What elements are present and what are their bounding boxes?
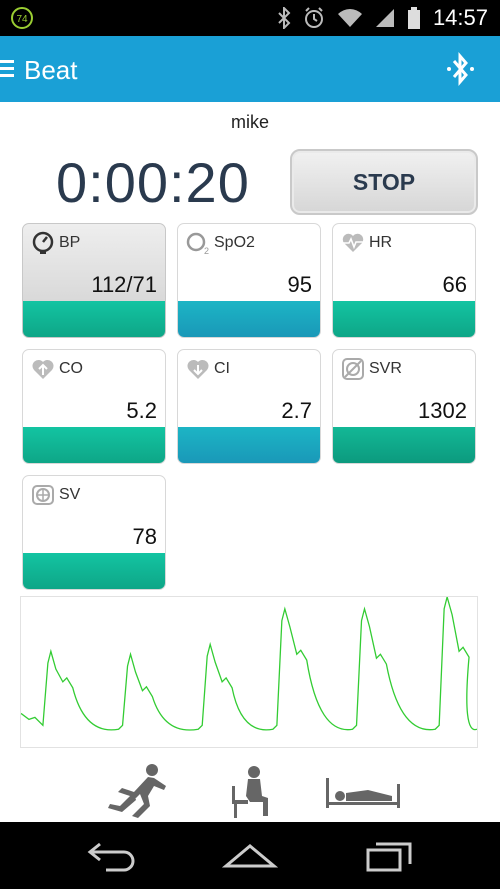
metric-bar — [23, 427, 165, 463]
metric-value: 2.7 — [281, 398, 312, 423]
metric-label: SpO2 — [214, 234, 255, 251]
svg-text:74: 74 — [16, 14, 28, 25]
metric-label: HR — [369, 234, 393, 251]
metric-tile-bp[interactable]: BP 112/71 — [22, 223, 166, 338]
metric-bar — [23, 553, 165, 589]
pulse-waveform — [20, 596, 478, 748]
signal-icon — [375, 9, 394, 27]
metric-bar — [333, 427, 475, 463]
elapsed-timer: 0:00:20 — [56, 151, 250, 214]
stop-button[interactable]: STOP — [290, 149, 478, 215]
running-icon[interactable] — [104, 762, 170, 818]
metric-label: CO — [59, 360, 83, 377]
lying-icon[interactable] — [324, 776, 402, 810]
alarm-icon — [304, 7, 323, 28]
bluetooth-connect-icon[interactable] — [444, 51, 478, 87]
metric-label: SV — [59, 486, 81, 503]
oxygen-icon: 2 — [186, 232, 209, 255]
action-bar: Beat — [0, 36, 500, 102]
metric-value: 95 — [287, 272, 312, 297]
sitting-icon[interactable] — [228, 766, 272, 818]
metric-value: 1302 — [418, 398, 467, 423]
heart-up-icon — [32, 359, 54, 379]
menu-icon[interactable] — [0, 58, 16, 80]
bluetooth-icon — [278, 7, 291, 29]
wifi-icon — [337, 9, 362, 27]
metric-value: 66 — [442, 272, 467, 297]
app-title: Beat — [24, 55, 78, 85]
svg-text:2: 2 — [204, 246, 209, 255]
notification-badge-icon: 74 — [11, 7, 33, 29]
metric-bar — [23, 301, 165, 337]
user-name: mike — [230, 112, 269, 132]
waveform-line — [21, 597, 477, 731]
metric-label: CI — [214, 360, 230, 377]
metric-label: BP — [59, 234, 81, 251]
back-icon[interactable] — [86, 838, 136, 872]
metric-value: 78 — [132, 524, 157, 549]
turbine-icon — [32, 485, 54, 505]
metric-tile-co[interactable]: CO 5.2 — [22, 349, 166, 464]
metric-tile-sv[interactable]: SV 78 — [22, 475, 166, 590]
metric-bar — [333, 301, 475, 337]
metric-value: 112/71 — [91, 272, 157, 297]
recents-icon[interactable] — [364, 838, 416, 872]
metric-label: SVR — [369, 360, 402, 377]
metric-tile-svr[interactable]: SVR 1302 — [332, 349, 476, 464]
metric-bar — [178, 301, 320, 337]
home-icon[interactable] — [222, 838, 278, 872]
navigation-bar — [0, 822, 500, 889]
battery-icon — [407, 7, 420, 29]
heart-pulse-icon — [342, 233, 364, 252]
status-bar: 74 14:57 — [0, 0, 500, 36]
resistance-icon — [342, 358, 364, 380]
metric-tile-spo2[interactable]: 2 SpO2 95 — [177, 223, 321, 338]
status-time: 14:57 — [432, 5, 488, 30]
metric-tile-hr[interactable]: HR 66 — [332, 223, 476, 338]
metric-value: 5.2 — [126, 398, 157, 423]
heart-down-icon — [187, 359, 209, 379]
metric-bar — [178, 427, 320, 463]
metric-tile-ci[interactable]: CI 2.7 — [177, 349, 321, 464]
gauge-icon — [32, 231, 54, 254]
